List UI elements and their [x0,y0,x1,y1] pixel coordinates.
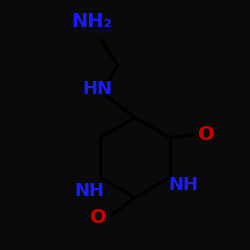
Text: NH: NH [74,182,104,200]
Text: NH: NH [168,176,198,194]
Text: HN: HN [82,80,112,98]
Text: O: O [198,126,214,144]
Text: O: O [90,208,107,227]
Text: NH₂: NH₂ [71,12,112,31]
